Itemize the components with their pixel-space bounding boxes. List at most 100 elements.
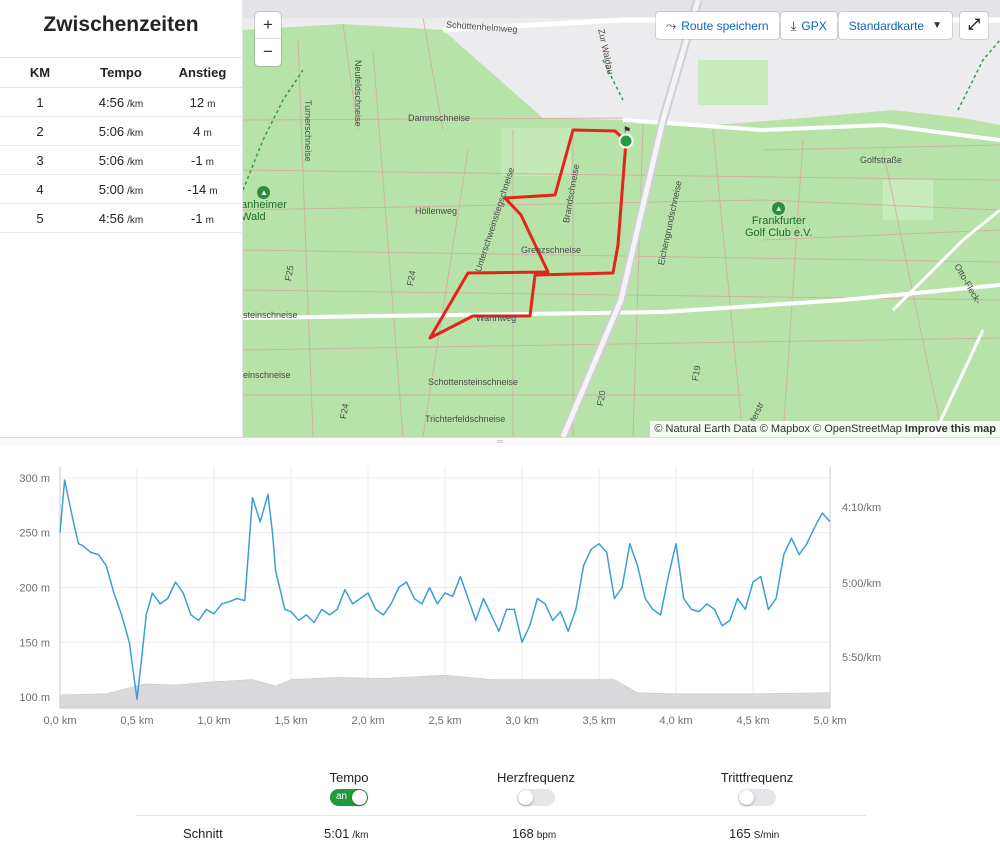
split-pace: 5:06/km bbox=[80, 145, 162, 175]
toggle-switch[interactable] bbox=[517, 789, 555, 806]
average-label: Schnitt bbox=[183, 826, 223, 841]
x-tick-label: 4,0 km bbox=[659, 715, 692, 727]
table-row: 5 4:56/km -1 m bbox=[0, 203, 243, 233]
toggle-knob bbox=[739, 790, 754, 805]
x-tick-label: 0,5 km bbox=[120, 715, 153, 727]
pace-unit: /km bbox=[127, 127, 144, 139]
average-cadence-unit: S/min bbox=[753, 830, 780, 841]
elevation-value: 12 bbox=[189, 94, 205, 110]
x-tick-label: 1,5 km bbox=[274, 715, 307, 727]
route-line bbox=[428, 128, 628, 340]
x-tick-label: 2,5 km bbox=[428, 715, 461, 727]
improve-map-link[interactable]: Improve this map bbox=[904, 423, 996, 435]
pace-value: 5:00 bbox=[98, 181, 125, 197]
split-pace: 5:00/km bbox=[80, 174, 162, 204]
toggle-label: Trittfrequenz bbox=[720, 770, 794, 785]
pace-unit: /km bbox=[127, 214, 144, 226]
trail-network bbox=[243, 17, 1000, 437]
resize-handle[interactable]: ═ bbox=[0, 437, 1000, 447]
map-attribution: © Natural Earth Data © Mapbox © OpenStre… bbox=[650, 421, 1000, 437]
split-km: 3 bbox=[0, 145, 80, 175]
split-pace: 4:56/km bbox=[80, 87, 162, 117]
pace-value: 5:06 bbox=[98, 152, 125, 168]
divider-line bbox=[136, 815, 866, 816]
pace-elevation-chart: 0,0 km 0,5 km 1,0 km 1,5 km 2,0 km 2,5 km 3,0 … bbox=[19, 467, 881, 727]
elevation-unit: m bbox=[209, 185, 218, 197]
zoom-in-button[interactable]: + bbox=[255, 12, 281, 39]
pace-unit: /km bbox=[127, 156, 144, 168]
zoom-out-button[interactable]: − bbox=[263, 42, 273, 61]
splits-table: KM Tempo Anstieg 1 4:56/km 12 m 2 5:06/km… bbox=[0, 57, 243, 233]
map-label: Trichterfeldschneise bbox=[425, 414, 506, 424]
finish-flag-icon: ⚑ bbox=[623, 125, 631, 135]
map-label: einschneise bbox=[243, 370, 291, 380]
attribution-text[interactable]: © Natural Earth Data © Mapbox © OpenStre… bbox=[654, 423, 902, 435]
walking-path bbox=[957, 39, 1000, 111]
table-row: 4 5:00/km -14 m bbox=[0, 174, 243, 204]
pace-unit: /km bbox=[127, 98, 144, 110]
elevation-unit: m bbox=[205, 156, 214, 168]
x-tick-label: 4,5 km bbox=[736, 715, 769, 727]
y-tick-label-left: 200 m bbox=[19, 583, 50, 595]
start-marker[interactable] bbox=[618, 133, 634, 149]
poi-label: Frankfurter Golf Club e.V. bbox=[745, 215, 813, 239]
caret-down-icon: ▼ bbox=[932, 20, 942, 31]
col-header-km: KM bbox=[0, 57, 80, 88]
walking-path bbox=[243, 69, 304, 191]
map-style-label: Standardkarte bbox=[848, 18, 925, 33]
x-tick-label: 0,0 km bbox=[43, 715, 76, 727]
split-elevation: -1 m bbox=[162, 145, 243, 175]
tree-icon: ▲ bbox=[257, 186, 271, 199]
poi-label: anheimer Wald bbox=[243, 199, 287, 223]
pace-value: 4:56 bbox=[98, 94, 125, 110]
toggle-switch[interactable]: an bbox=[330, 789, 368, 806]
route-map[interactable]: ⚑ Schüttenhelmweg Zur Waldau Dammschneis… bbox=[243, 0, 1000, 437]
toggle-switch[interactable] bbox=[738, 789, 776, 806]
clearing bbox=[698, 60, 768, 105]
elevation-unit: m bbox=[207, 98, 216, 110]
split-pace: 4:56/km bbox=[80, 203, 162, 233]
y-tick-label-right: 5:00/km bbox=[842, 578, 881, 590]
download-icon: ⤓ bbox=[790, 17, 797, 33]
fullscreen-icon: ⤢ bbox=[967, 16, 980, 33]
toggle-pace[interactable]: Tempo an bbox=[279, 770, 419, 806]
toggle-heart-rate[interactable]: Herzfrequenz bbox=[466, 770, 606, 806]
zoom-control: + − bbox=[255, 12, 281, 66]
x-tick-label: 1,0 km bbox=[197, 715, 230, 727]
elevation-unit: m bbox=[203, 127, 212, 139]
clearing bbox=[883, 180, 933, 220]
map-label: Golfstraße bbox=[860, 155, 903, 165]
average-hr-value: 168 bbox=[512, 826, 534, 841]
fullscreen-button[interactable]: ⤢ bbox=[960, 12, 988, 39]
map-label: Schottensteinschneise bbox=[428, 377, 519, 387]
col-header-pace: Tempo bbox=[80, 57, 162, 88]
highway-inner bbox=[560, 0, 701, 437]
col-header-elevation: Anstieg bbox=[162, 57, 243, 88]
toggle-knob bbox=[352, 790, 367, 805]
map-style-dropdown[interactable]: Standardkarte ▼ bbox=[838, 12, 952, 39]
poi-golfclub: ▲ Frankfurter Golf Club e.V. bbox=[745, 202, 812, 239]
pace-value: 4:56 bbox=[98, 210, 125, 226]
split-elevation: -1 m bbox=[162, 203, 243, 233]
route-icon: ⤳ bbox=[665, 17, 677, 33]
map-label: Dammschneise bbox=[408, 113, 471, 123]
splits-header-row: KM Tempo Anstieg bbox=[0, 57, 243, 88]
map-label: Grenzschneise bbox=[521, 245, 582, 255]
gpx-download-button[interactable]: ⤓ GPX bbox=[780, 12, 837, 39]
average-cadence: 165 S/min bbox=[729, 826, 779, 841]
toggle-state-label: an bbox=[336, 791, 348, 802]
split-km: 2 bbox=[0, 116, 80, 146]
elevation-area bbox=[59, 674, 831, 709]
elevation-unit: m bbox=[205, 214, 214, 226]
y-tick-label-left: 300 m bbox=[19, 473, 50, 485]
elevation-value: -1 bbox=[191, 210, 203, 226]
poi-wald: ▲ anheimer Wald bbox=[243, 186, 287, 223]
table-row: 3 5:06/km -1 m bbox=[0, 145, 243, 175]
save-route-button[interactable]: ⤳ Route speichern bbox=[655, 12, 779, 39]
map-label: Höllenweg bbox=[415, 206, 458, 216]
toggle-cadence[interactable]: Trittfrequenz bbox=[687, 770, 827, 806]
toggle-label: Tempo bbox=[329, 770, 369, 785]
average-pace-unit: /km bbox=[352, 830, 369, 841]
